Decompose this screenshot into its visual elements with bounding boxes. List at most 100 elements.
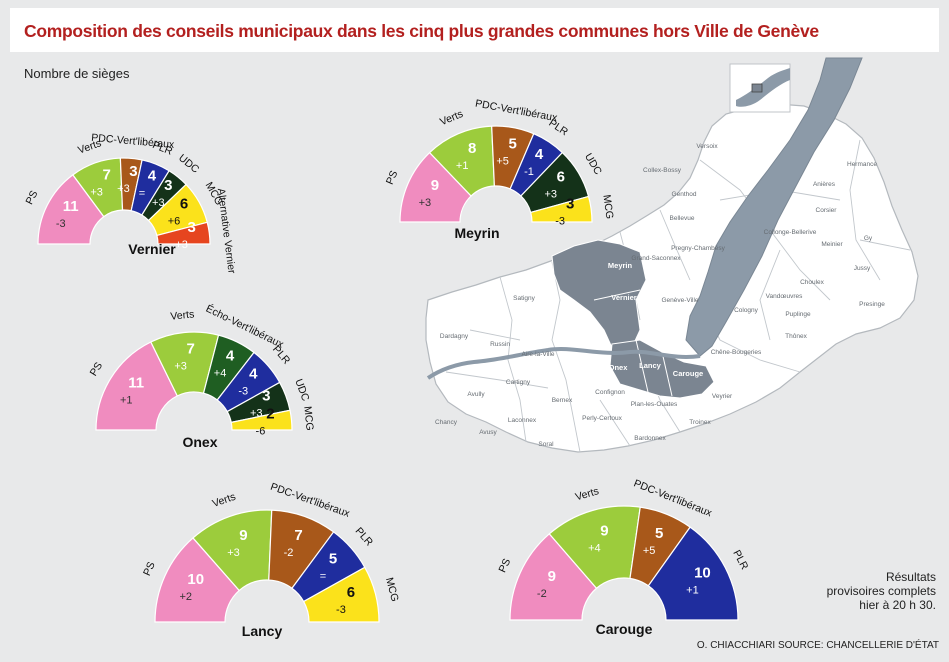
seat-count-carouge-plr: 10 [694, 565, 711, 582]
map-label-plan-les-ouates: Plan-les-Ouates [631, 401, 678, 408]
seat-count-vernier-mcg: 6 [180, 196, 188, 213]
seat-change-onex-plr: -3 [238, 386, 248, 398]
map-label-dardagny: Dardagny [440, 333, 469, 340]
seat-count-carouge-ps: 9 [548, 568, 556, 585]
party-label-onex-verts: Verts [170, 308, 195, 322]
seat-count-vernier-udc: 3 [164, 177, 172, 194]
party-label-onex-mcg: MCG [301, 406, 315, 432]
party-label-lancy-mcg: MCG [383, 576, 401, 603]
segment-lancy-mcg [302, 566, 380, 623]
party-label-meyrin-pdc-vert-liberaux: PDC-Vert'libéraux [474, 97, 559, 124]
seat-count-lancy-verts: 9 [239, 527, 247, 544]
note-line-2: provisoires complets [826, 584, 936, 598]
seat-count-vernier-plr: 4 [148, 167, 157, 184]
map-label-presinge: Presinge [859, 301, 885, 308]
seat-change-meyrin-udc: +3 [545, 189, 558, 201]
map-label-gy: Gy [864, 235, 873, 242]
party-label-meyrin-udc: UDC [582, 151, 604, 177]
map-label-laconnex: Laconnex [508, 417, 537, 424]
map-label-meinier: Meinier [821, 241, 843, 248]
map-label-avully: Avully [467, 391, 485, 398]
party-label-vernier-alternative-vernier: Alternative Vernier [215, 188, 238, 275]
title-bar: Composition des conseils municipaux dans… [10, 8, 939, 52]
seat-change-onex-mcg: -6 [256, 426, 266, 438]
party-label-vernier-ps: PS [23, 189, 40, 207]
seat-count-onex-mcg: 2 [266, 406, 274, 423]
map-label-jussy: Jussy [854, 265, 871, 272]
commune-name-meyrin: Meyrin [454, 225, 499, 241]
seat-count-vernier-ps: 11 [63, 198, 79, 215]
map-label-carouge: Carouge [673, 369, 703, 378]
seat-change-lancy-mcg: -3 [336, 604, 346, 616]
seat-count-lancy-plr: 5 [329, 550, 337, 567]
map-label-veyrier: Veyrier [712, 393, 733, 400]
seat-change-carouge-ps: -2 [537, 588, 547, 600]
party-label-meyrin-ps: PS [384, 169, 401, 187]
source-credit: O. CHIACCHIARI SOURCE: CHANCELLERIE D'ÉT… [696, 640, 939, 651]
map-label-th-nex: Thônex [785, 333, 807, 340]
seat-count-onex-udc: 3 [262, 388, 270, 405]
party-label-lancy-plr: PLR [353, 525, 376, 549]
party-label-vernier-udc: UDC [176, 152, 202, 176]
segment-vernier-alternative-vernier [156, 221, 211, 245]
map-label-avusy: Avusy [479, 429, 497, 436]
parliament-chart-lancy: 10+2PS9+3Verts7-2PDC-Vert'libéraux5=PLR6… [141, 481, 401, 639]
seat-change-vernier-pdc-vert-liberaux: +3 [117, 183, 130, 195]
seat-change-carouge-pdc-vert-liberaux: +5 [643, 545, 656, 557]
parliament-chart-vernier: 11-3PS7+3Verts3+3PDC-Vert'libéraux4=PLR3… [23, 132, 237, 275]
seat-count-onex-ps: 11 [128, 374, 144, 391]
note-line-3: hier à 20 h 30. [859, 598, 936, 612]
map-label-satigny: Satigny [513, 295, 535, 302]
seat-change-onex-echo-vert-liberaux: +4 [214, 368, 227, 380]
map-label-pregny-chamb-sy: Pregny-Chambésy [671, 245, 726, 252]
seat-count-meyrin-mcg: 3 [566, 195, 574, 212]
party-label-meyrin-mcg: MCG [600, 194, 615, 220]
seat-count-meyrin-pdc-vert-liberaux: 5 [508, 135, 516, 152]
map-label-perly-certoux: Perly-Certoux [582, 415, 622, 422]
map-label-ani-res: Anières [813, 181, 836, 188]
map-land [425, 103, 919, 453]
map-label-vernier: Vernier [611, 293, 637, 302]
map-label-puplinge: Puplinge [785, 311, 811, 318]
map-label-vand-uvres: Vandœuvres [766, 293, 803, 300]
commune-name-carouge: Carouge [596, 621, 653, 637]
seat-count-vernier-verts: 7 [102, 167, 110, 184]
parliament-chart-onex: 11+1PS7+3Verts4+4Écho-Vert'libéraux4-3PL… [88, 302, 316, 450]
seat-change-vernier-plr: = [139, 187, 145, 199]
map-label-confignon: Confignon [595, 389, 625, 396]
seat-count-lancy-pdc-vert-liberaux: 7 [294, 527, 302, 544]
segment-carouge-plr [647, 526, 739, 621]
segment-meyrin-mcg [529, 195, 593, 223]
seat-change-lancy-verts: +3 [227, 547, 240, 559]
seat-change-vernier-udc: +3 [152, 197, 165, 209]
map-label-versoix: Versoix [696, 143, 718, 150]
seat-change-lancy-plr: = [320, 570, 326, 582]
parliament-chart-carouge: 9-2PS9+4Verts5+5PDC-Vert'libéraux10+1PLR… [497, 477, 751, 637]
commune-name-onex: Onex [182, 434, 217, 450]
seat-count-meyrin-udc: 6 [557, 169, 565, 186]
seat-count-onex-echo-vert-liberaux: 4 [226, 348, 235, 365]
party-label-lancy-verts: Verts [211, 491, 238, 510]
party-label-meyrin-plr: PLR [546, 117, 570, 138]
seat-change-meyrin-mcg: -3 [555, 215, 565, 227]
chart-title: Composition des conseils municipaux dans… [24, 21, 819, 41]
map-label-russin: Russin [490, 341, 510, 348]
seat-count-carouge-pdc-vert-liberaux: 5 [655, 525, 663, 542]
seat-change-vernier-verts: +3 [90, 187, 103, 199]
seat-change-vernier-ps: -3 [56, 218, 66, 230]
map-label-chancy: Chancy [435, 419, 458, 426]
seat-change-vernier-mcg: +6 [168, 216, 181, 228]
seat-count-onex-plr: 4 [249, 366, 258, 383]
segment-onex-ps [95, 341, 179, 431]
map-label-corsier: Corsier [816, 207, 838, 214]
seat-change-meyrin-ps: +3 [419, 197, 432, 209]
map-label-bardonnex: Bardonnex [634, 435, 666, 442]
map-inset-lake [736, 68, 790, 107]
map-label-hermance: Hermance [847, 161, 877, 168]
map-label-cologny: Cologny [734, 307, 759, 314]
party-label-meyrin-verts: Verts [438, 108, 465, 128]
seat-count-meyrin-plr: 4 [535, 146, 544, 163]
